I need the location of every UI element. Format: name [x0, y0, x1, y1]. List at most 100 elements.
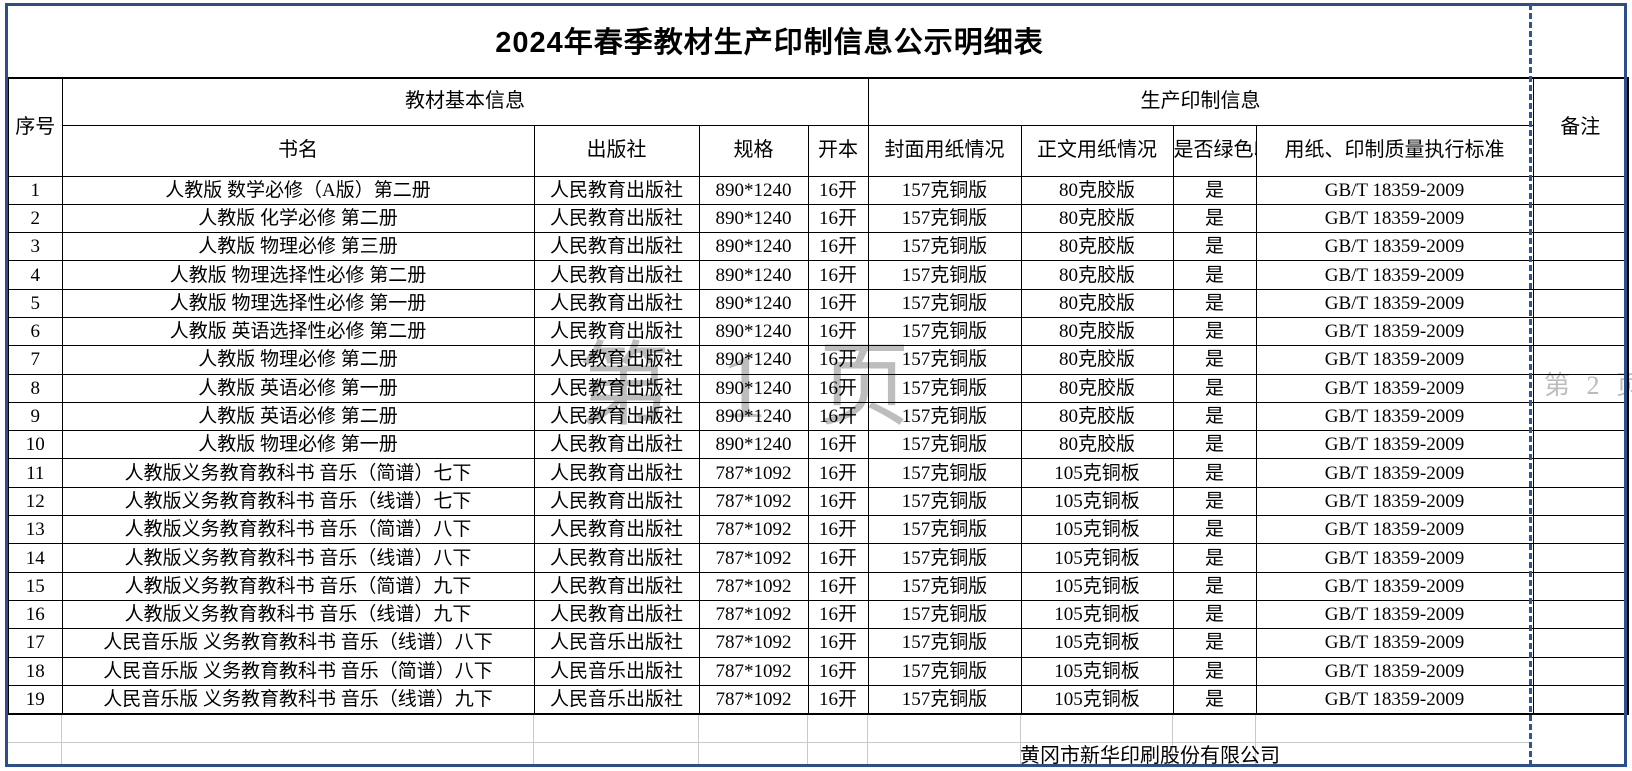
- cell-remark: [1532, 203, 1629, 234]
- cell-seq: 10: [7, 430, 63, 460]
- cell-remark: [1532, 656, 1629, 686]
- group-header-basic-info: 教材基本信息: [61, 77, 869, 126]
- cell-cover: 157克铜版: [867, 260, 1022, 290]
- cell-standard: GB/T 18359-2009: [1255, 288, 1534, 318]
- cell-seq: 9: [7, 401, 63, 432]
- cell-green: 是: [1172, 599, 1257, 630]
- cell-spec: 890*1240: [698, 232, 809, 262]
- page-title: 2024年春季教材生产印制信息公示明细表: [495, 27, 1044, 59]
- cell-book: 人教版义务教育教科书 音乐（简谱）九下: [61, 571, 535, 601]
- cell-spec: 890*1240: [698, 373, 809, 403]
- cell-remark: [1532, 515, 1629, 545]
- cell-cover: 157克铜版: [867, 203, 1022, 234]
- cell-format: 16开: [807, 543, 869, 573]
- cell-green: 是: [1172, 401, 1257, 432]
- cell-publisher: 人民教育出版社: [533, 599, 700, 630]
- cell-book: 人教版义务教育教科书 音乐（线谱）九下: [61, 599, 535, 630]
- cell-body: 105克铜板: [1020, 599, 1174, 630]
- col-header-seq: 序号: [7, 77, 63, 177]
- cell-remark: [1532, 288, 1629, 318]
- cell-spec: 787*1092: [698, 543, 809, 573]
- cell-publisher: 人民教育出版社: [533, 232, 700, 262]
- table-row: 15 人教版义务教育教科书 音乐（简谱）九下 人民教育出版社 787*1092 16开 1…: [7, 571, 1629, 601]
- cell-spec: 890*1240: [698, 203, 809, 234]
- cell-remark: [1532, 599, 1629, 630]
- cell-body: 80克胶版: [1020, 232, 1174, 262]
- cell-spec: 787*1092: [698, 684, 809, 715]
- cell-remark: [1532, 175, 1629, 205]
- cell-standard: GB/T 18359-2009: [1255, 684, 1534, 715]
- cell-spec: 787*1092: [698, 656, 809, 686]
- cell-publisher: 人民教育出版社: [533, 345, 700, 375]
- cell-green: 是: [1172, 316, 1257, 347]
- gridline: [1255, 715, 1256, 766]
- cell-spec: 787*1092: [698, 486, 809, 517]
- cell-cover: 157克铜版: [867, 571, 1022, 601]
- table-row: 19 人民音乐版 义务教育教科书 音乐（线谱）九下 人民音乐出版社 787*1092 1…: [7, 684, 1629, 715]
- cell-body: 80克胶版: [1020, 401, 1174, 432]
- cell-book: 人教版 物理选择性必修 第一册: [61, 288, 535, 318]
- cell-publisher: 人民教育出版社: [533, 373, 700, 403]
- cell-standard: GB/T 18359-2009: [1255, 373, 1534, 403]
- cell-spec: 890*1240: [698, 288, 809, 318]
- cell-seq: 1: [7, 175, 63, 205]
- cell-seq: 17: [7, 628, 63, 658]
- cell-spec: 787*1092: [698, 571, 809, 601]
- cell-publisher: 人民教育出版社: [533, 175, 700, 205]
- cell-book: 人教版 英语必修 第二册: [61, 401, 535, 432]
- cell-body: 80克胶版: [1020, 288, 1174, 318]
- cell-book: 人教版 物理必修 第一册: [61, 430, 535, 460]
- cell-publisher: 人民音乐出版社: [533, 628, 700, 658]
- cell-cover: 157克铜版: [867, 486, 1022, 517]
- cell-publisher: 人民教育出版社: [533, 260, 700, 290]
- cell-seq: 18: [7, 656, 63, 686]
- gridline: [1020, 715, 1021, 766]
- cell-format: 16开: [807, 628, 869, 658]
- cell-seq: 6: [7, 316, 63, 347]
- cell-standard: GB/T 18359-2009: [1255, 345, 1534, 375]
- cell-book: 人教版 化学必修 第二册: [61, 203, 535, 234]
- cell-spec: 890*1240: [698, 401, 809, 432]
- cell-green: 是: [1172, 260, 1257, 290]
- cell-seq: 19: [7, 684, 63, 715]
- cell-seq: 7: [7, 345, 63, 375]
- cell-cover: 157克铜版: [867, 288, 1022, 318]
- cell-format: 16开: [807, 373, 869, 403]
- cell-green: 是: [1172, 430, 1257, 460]
- cell-body: 80克胶版: [1020, 430, 1174, 460]
- cell-standard: GB/T 18359-2009: [1255, 571, 1534, 601]
- cell-spec: 787*1092: [698, 515, 809, 545]
- table-row: 3 人教版 物理必修 第三册 人民教育出版社 890*1240 16开 157克铜版 80克…: [7, 232, 1629, 262]
- cell-green: 是: [1172, 515, 1257, 545]
- cell-body: 80克胶版: [1020, 345, 1174, 375]
- cell-seq: 5: [7, 288, 63, 318]
- cell-spec: 890*1240: [698, 260, 809, 290]
- cell-cover: 157克铜版: [867, 628, 1022, 658]
- cell-cover: 157克铜版: [867, 684, 1022, 715]
- cell-body: 80克胶版: [1020, 260, 1174, 290]
- table-row: 14 人教版义务教育教科书 音乐（线谱）八下 人民教育出版社 787*1092 16开 1…: [7, 543, 1629, 573]
- cell-format: 16开: [807, 175, 869, 205]
- table-row: 4 人教版 物理选择性必修 第二册 人民教育出版社 890*1240 16开 157克铜版…: [7, 260, 1629, 290]
- cell-standard: GB/T 18359-2009: [1255, 260, 1534, 290]
- cell-book: 人教版 物理必修 第三册: [61, 232, 535, 262]
- cell-publisher: 人民教育出版社: [533, 430, 700, 460]
- cell-green: 是: [1172, 175, 1257, 205]
- cell-cover: 157克铜版: [867, 543, 1022, 573]
- table-row: 1 人教版 数学必修（A版）第二册 人民教育出版社 890*1240 16开 157克铜版…: [7, 175, 1629, 205]
- cell-publisher: 人民教育出版社: [533, 515, 700, 545]
- gridline: [1172, 715, 1173, 766]
- cell-green: 是: [1172, 458, 1257, 488]
- table-row: 5 人教版 物理选择性必修 第一册 人民教育出版社 890*1240 16开 157克铜版…: [7, 288, 1629, 318]
- cell-green: 是: [1172, 373, 1257, 403]
- cell-spec: 890*1240: [698, 175, 809, 205]
- cell-publisher: 人民音乐出版社: [533, 656, 700, 686]
- cell-spec: 787*1092: [698, 599, 809, 630]
- table-row: 7 人教版 物理必修 第二册 人民教育出版社 890*1240 16开 157克铜版 80克…: [7, 345, 1629, 375]
- cell-spec: 890*1240: [698, 430, 809, 460]
- cell-cover: 157克铜版: [867, 232, 1022, 262]
- cell-body: 105克铜板: [1020, 656, 1174, 686]
- cell-spec: 890*1240: [698, 316, 809, 347]
- cell-remark: [1532, 345, 1629, 375]
- cell-green: 是: [1172, 656, 1257, 686]
